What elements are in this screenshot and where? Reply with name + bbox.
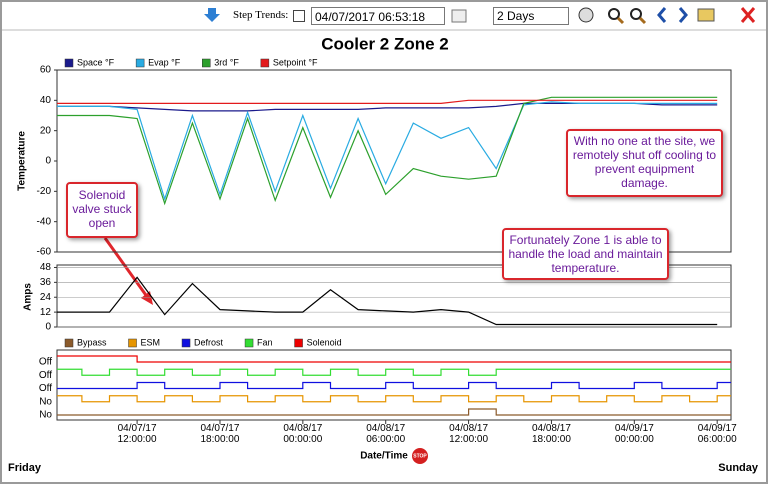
legend-swatch <box>135 58 145 68</box>
x-tick-label: 04/08/17 12:00:00 <box>449 423 489 445</box>
annotation: Fortunately Zone 1 is able to handle the… <box>502 228 669 280</box>
legend-label: Solenoid <box>307 337 342 347</box>
close-icon-b <box>740 7 756 23</box>
lane-label: Off <box>39 383 52 394</box>
status-line <box>57 395 731 403</box>
y-tick-label: 0 <box>45 156 51 167</box>
stop-label[interactable]: STOP <box>413 453 427 459</box>
status-line <box>57 381 731 390</box>
legend-swatch <box>202 58 211 68</box>
y-tick-label: 24 <box>40 292 52 303</box>
x-tick-label: 04/09/17 06:00:00 <box>697 423 737 445</box>
y-axis-label: Amps <box>23 283 34 311</box>
prev-icon[interactable] <box>657 7 667 23</box>
zoom-out-icon[interactable] <box>608 8 620 20</box>
x-axis-label: Date/Time <box>360 451 408 462</box>
y-tick-label: 60 <box>40 65 52 76</box>
y-tick-label: -40 <box>37 216 52 227</box>
x-tick-label: 04/08/17 06:00:00 <box>366 423 406 445</box>
y-axis-label: Temperature <box>17 131 28 191</box>
lane-label: Off <box>39 357 52 368</box>
lane-label: No <box>39 410 52 421</box>
status-line <box>57 408 731 416</box>
zoom-out-handle <box>616 16 625 25</box>
y-tick-label: 12 <box>40 307 52 318</box>
chart-title: Cooler 2 Zone 2 <box>321 34 449 53</box>
step-trends-label: Step Trends: <box>233 9 289 21</box>
range-select[interactable]: 2 Days <box>493 7 569 25</box>
y-tick-label: 0 <box>45 322 51 333</box>
step-arrow-icon[interactable] <box>204 8 220 22</box>
lane-label: No <box>39 396 52 407</box>
callout-arrow <box>103 237 150 299</box>
legend-swatch <box>181 338 191 348</box>
legend-label: 3rd °F <box>214 57 239 67</box>
status-line <box>57 355 731 363</box>
y-tick-label: -60 <box>37 247 52 258</box>
zoom-in-icon[interactable] <box>630 8 642 20</box>
y-tick-label: 36 <box>40 277 52 288</box>
legend-label: Evap °F <box>148 57 181 67</box>
series-line <box>57 101 718 201</box>
y-tick-label: 48 <box>40 262 52 273</box>
series-line <box>57 96 718 206</box>
x-tick-label: 04/07/17 12:00:00 <box>117 423 157 445</box>
legend-swatch <box>128 338 137 348</box>
print-icon[interactable] <box>697 8 715 22</box>
status-line <box>57 368 731 376</box>
series-line <box>57 99 718 104</box>
y-tick-label: -20 <box>37 186 52 197</box>
annotation: With no one at the site, we remotely shu… <box>566 129 723 197</box>
step-trends-checkbox[interactable] <box>293 10 305 22</box>
legend-label: Bypass <box>77 337 107 347</box>
stop-button[interactable] <box>412 448 428 464</box>
series-line <box>57 102 718 112</box>
x-tick-label: 04/08/17 18:00:00 <box>531 423 571 445</box>
legend-swatch <box>64 338 74 348</box>
legend-swatch <box>260 58 270 68</box>
footer-right: Sunday <box>718 462 759 474</box>
legend-swatch <box>294 338 303 348</box>
legend-swatch <box>244 338 254 348</box>
legend-label: Defrost <box>194 337 224 347</box>
next-icon[interactable] <box>678 7 688 23</box>
annotation: Solenoid valve stuck open <box>66 182 138 238</box>
legend-label: Fan <box>257 337 273 347</box>
footer-left: Friday <box>8 462 42 474</box>
lane-label: Off <box>39 370 52 381</box>
legend-swatch <box>64 58 74 68</box>
datetime-input[interactable]: 04/07/2017 06:53:18 <box>311 7 445 25</box>
y-tick-label: 20 <box>40 125 52 136</box>
legend-label: Setpoint °F <box>273 57 318 67</box>
plot-area <box>56 349 732 421</box>
x-tick-label: 04/07/17 18:00:00 <box>200 423 240 445</box>
legend-label: Space °F <box>77 57 115 67</box>
calendar-icon[interactable] <box>451 9 467 23</box>
reset-icon[interactable] <box>578 7 594 23</box>
x-tick-label: 04/08/17 00:00:00 <box>283 423 323 445</box>
series-line <box>57 276 718 326</box>
y-tick-label: 40 <box>40 95 52 106</box>
legend-label: ESM <box>141 337 161 347</box>
zoom-in-handle <box>638 16 647 25</box>
x-tick-label: 04/09/17 00:00:00 <box>614 423 654 445</box>
